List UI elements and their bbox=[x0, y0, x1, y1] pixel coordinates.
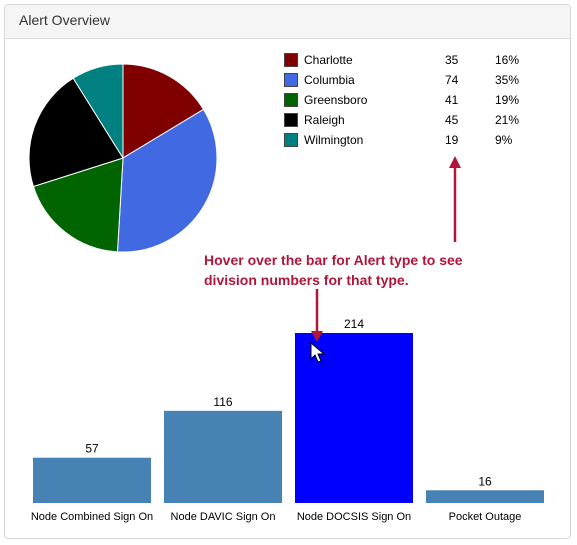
legend-row-columbia: Columbia 74 35% bbox=[284, 70, 544, 90]
legend-swatch bbox=[284, 73, 298, 87]
legend-percent: 16% bbox=[495, 53, 520, 67]
legend-count: 19 bbox=[445, 133, 459, 147]
legend-name: Greensboro bbox=[304, 93, 368, 107]
pie-legend: Charlotte 35 16% Columbia 74 35% Greensb… bbox=[284, 50, 544, 150]
panel-title: Alert Overview bbox=[5, 5, 570, 39]
legend-percent: 19% bbox=[495, 93, 520, 107]
legend-percent: 9% bbox=[495, 133, 513, 147]
bar-node-davic-sign-on[interactable] bbox=[164, 410, 282, 503]
legend-swatch bbox=[284, 113, 298, 127]
legend-name: Columbia bbox=[304, 73, 355, 87]
legend-count: 41 bbox=[445, 93, 459, 107]
legend-row-charlotte: Charlotte 35 16% bbox=[284, 50, 544, 70]
legend-name: Charlotte bbox=[304, 53, 353, 67]
legend-swatch bbox=[284, 93, 298, 107]
bar-node-combined-sign-on[interactable] bbox=[33, 457, 151, 503]
legend-name: Wilmington bbox=[304, 133, 364, 147]
mouse-pointer-icon bbox=[310, 342, 326, 363]
legend-name: Raleigh bbox=[304, 113, 345, 127]
legend-percent: 35% bbox=[495, 73, 520, 87]
legend-swatch bbox=[284, 53, 298, 67]
legend-count: 74 bbox=[445, 73, 459, 87]
legend-count: 35 bbox=[445, 53, 459, 67]
hover-instruction-annotation: Hover over the bar for Alert type to see… bbox=[204, 252, 463, 288]
legend-swatch bbox=[284, 133, 298, 147]
legend-row-greensboro: Greensboro 41 19% bbox=[284, 90, 544, 110]
legend-count: 45 bbox=[445, 113, 459, 127]
bar-pocket-outage[interactable] bbox=[426, 490, 544, 503]
legend-row-wilmington: Wilmington 19 9% bbox=[284, 130, 544, 150]
legend-row-raleigh: Raleigh 45 21% bbox=[284, 110, 544, 130]
legend-percent: 21% bbox=[495, 113, 520, 127]
bar-node-docsis-sign-on[interactable] bbox=[295, 333, 413, 503]
